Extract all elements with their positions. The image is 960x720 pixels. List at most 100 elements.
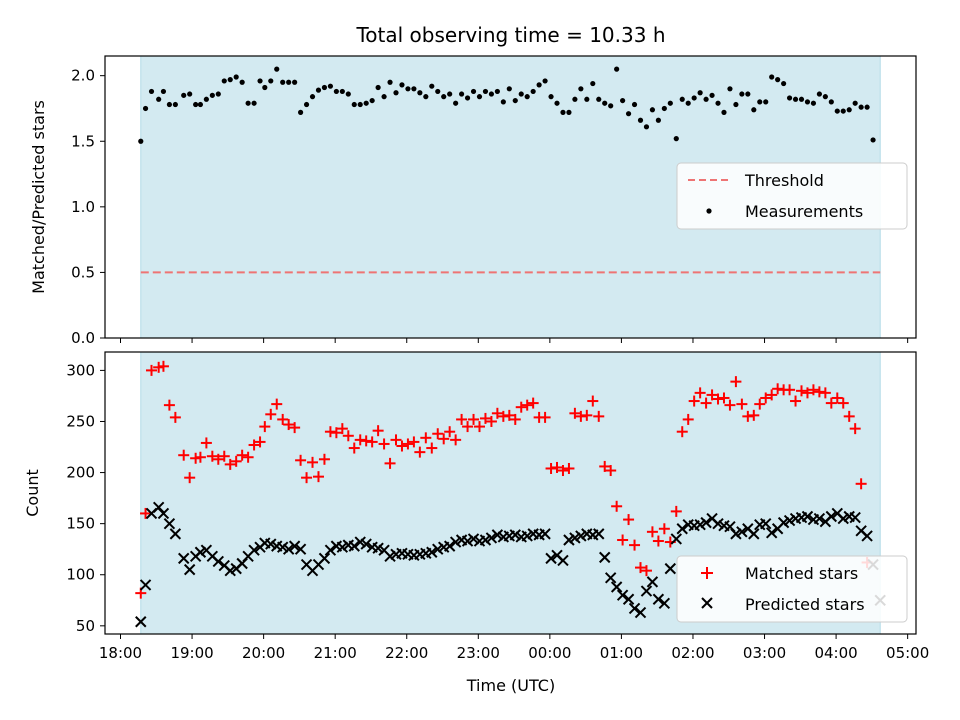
matched-legend-marker bbox=[701, 567, 713, 579]
measurement-point bbox=[251, 100, 257, 106]
matched-star-point bbox=[408, 436, 420, 448]
predicted-star-point bbox=[604, 572, 617, 584]
matched-star-point bbox=[843, 410, 855, 422]
predicted-star-point bbox=[628, 602, 641, 615]
measurement-point bbox=[554, 100, 560, 106]
measurement-point bbox=[769, 74, 775, 80]
x-tick-label: 01:00 bbox=[600, 644, 643, 662]
x-tick-label: 22:00 bbox=[385, 644, 428, 662]
predicted-star-point bbox=[163, 517, 176, 530]
predicted-star-point bbox=[135, 616, 147, 628]
matched-star-point bbox=[330, 427, 342, 439]
bottom-legend-box bbox=[676, 555, 908, 623]
matched-star-point bbox=[360, 435, 372, 447]
measurement-point bbox=[447, 91, 453, 97]
matched-star-point bbox=[396, 440, 408, 452]
chart-title: Total observing time = 10.33 h bbox=[355, 23, 665, 47]
bottom-y-tick-label: 150 bbox=[66, 515, 95, 533]
matched-star-point bbox=[438, 433, 450, 445]
top-panel: 0.00.51.01.52.0 Matched/Predicted stars … bbox=[29, 55, 917, 347]
matched-star-point bbox=[283, 419, 295, 431]
measurement-point bbox=[482, 88, 489, 95]
measurement-point bbox=[500, 99, 506, 105]
measurement-point bbox=[339, 88, 345, 95]
measurement-point bbox=[518, 91, 524, 97]
x-axis-label: Time (UTC) bbox=[466, 676, 555, 695]
matched-star-point bbox=[444, 426, 456, 438]
measurement-point bbox=[203, 96, 209, 102]
matched-star-point bbox=[485, 415, 497, 427]
measurement-point bbox=[429, 83, 435, 89]
top-plot-frame bbox=[104, 55, 917, 339]
predicted-star-point bbox=[324, 544, 337, 556]
predicted-star-point bbox=[849, 511, 861, 524]
predicted-star-point bbox=[825, 510, 838, 523]
matched-star-point bbox=[497, 410, 509, 422]
measurement-point bbox=[572, 96, 578, 102]
measurement-point bbox=[138, 138, 144, 144]
matched-star-point bbox=[825, 397, 837, 409]
matched-star-point bbox=[724, 399, 736, 411]
bottom-y-tick-label: 100 bbox=[66, 566, 95, 584]
matched-star-point bbox=[354, 434, 366, 446]
matched-star-point bbox=[295, 454, 307, 466]
matched-star-point bbox=[682, 413, 694, 425]
matched-star-point bbox=[462, 421, 474, 433]
matched-star-point bbox=[605, 465, 617, 477]
measurement-point bbox=[673, 136, 679, 142]
measurement-point bbox=[781, 80, 787, 87]
predicted-star-point bbox=[139, 579, 152, 591]
measurement-point bbox=[245, 100, 251, 106]
measurement-point bbox=[363, 100, 369, 106]
measurement-point bbox=[870, 137, 876, 143]
matched-star-point bbox=[146, 364, 158, 376]
bottom-panel: 50 100 150 200 250 300 18:00 19:00 20:00 21:00 22… bbox=[23, 351, 929, 695]
predicted-star-point bbox=[861, 530, 873, 542]
measurement-point bbox=[840, 108, 846, 114]
predicted-star-point bbox=[599, 551, 611, 564]
predicted-star-point bbox=[485, 532, 498, 544]
measurement-point bbox=[822, 94, 828, 100]
predicted-star-point bbox=[288, 540, 301, 552]
matched-legend-label: Matched stars bbox=[745, 564, 858, 583]
measurement-point bbox=[156, 96, 162, 102]
matched-star-point bbox=[742, 410, 754, 422]
matched-star-point bbox=[432, 428, 444, 440]
predicted-legend-marker bbox=[701, 597, 713, 609]
measurement-point bbox=[369, 97, 375, 104]
matched-star-point bbox=[545, 462, 557, 474]
matched-star-point bbox=[694, 387, 706, 399]
predicted-star-point bbox=[360, 538, 372, 550]
measurement-point bbox=[215, 91, 221, 97]
measurement-point bbox=[625, 111, 632, 117]
measurement-point bbox=[303, 101, 310, 108]
matched-star-point bbox=[837, 397, 849, 409]
matched-star-point bbox=[515, 401, 527, 413]
measurement-point bbox=[441, 94, 447, 100]
measurement-point bbox=[315, 87, 322, 93]
measurement-point bbox=[548, 94, 554, 100]
measurement-point bbox=[834, 108, 840, 114]
matched-star-point bbox=[557, 465, 569, 477]
measurement-point bbox=[193, 101, 199, 108]
measurement-point bbox=[846, 107, 852, 113]
matched-star-point bbox=[178, 449, 190, 461]
measurement-point bbox=[381, 94, 387, 100]
measurement-point bbox=[757, 99, 763, 105]
matched-star-point bbox=[426, 442, 438, 454]
matched-star-point bbox=[277, 413, 289, 425]
measurement-point bbox=[858, 104, 864, 110]
measurement-point bbox=[739, 91, 745, 97]
matched-star-point bbox=[200, 437, 212, 449]
measurement-point bbox=[423, 94, 429, 100]
measurement-point bbox=[181, 92, 187, 98]
x-tick-label: 05:00 bbox=[886, 644, 929, 662]
measurement-legend-label: Measurements bbox=[745, 202, 863, 221]
measurement-point bbox=[187, 91, 193, 97]
x-tick-label: 03:00 bbox=[743, 644, 786, 662]
matched-star-point bbox=[539, 411, 551, 423]
measurement-point bbox=[292, 79, 298, 85]
matched-star-point bbox=[259, 421, 271, 433]
measurement-point bbox=[393, 90, 399, 96]
measurement-point bbox=[685, 100, 691, 106]
